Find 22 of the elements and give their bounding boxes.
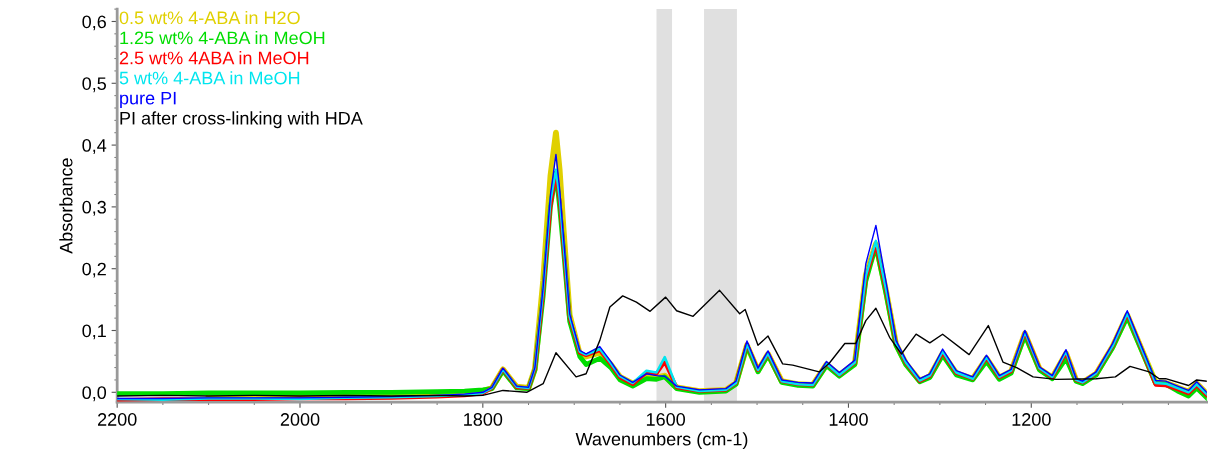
y-tick-label: 0,1: [82, 324, 106, 340]
text: pure PI: [120, 91, 176, 109]
x-tick-label: 1200: [1012, 413, 1051, 426]
text: 2.5 wt% 4ABA in MeOH: [119, 51, 309, 65]
x-tick-label: 1800: [464, 413, 503, 426]
x-tick-label: 2200: [98, 413, 137, 426]
x-tick-label: 1600: [646, 413, 686, 426]
y-tick-label: 0,4: [82, 139, 107, 154]
line-series: [117, 289, 1207, 397]
y-tick-label: 0,6: [82, 15, 106, 31]
y-tick-label: 0,2: [82, 262, 106, 278]
text: 0.5 wt% 4-ABA in H2O: [119, 10, 300, 25]
y-tick-label: 0,0: [82, 386, 107, 402]
x-tick-label: 1400: [829, 413, 868, 426]
y-tick-label: 0,5: [82, 77, 106, 93]
x-axis-title: Wavenumbers (cm-1): [575, 432, 748, 450]
text: 1.25 wt% 4-ABA in MeOH: [120, 31, 325, 45]
y-tick-label: 0,3: [82, 200, 106, 216]
text: 5 wt% 4-ABA in MeOH: [119, 71, 300, 85]
text: PI after cross-linking with HDA: [120, 111, 363, 129]
x-tick-label: 2000: [280, 413, 320, 426]
y-axis-title: Absorbance: [59, 158, 73, 254]
